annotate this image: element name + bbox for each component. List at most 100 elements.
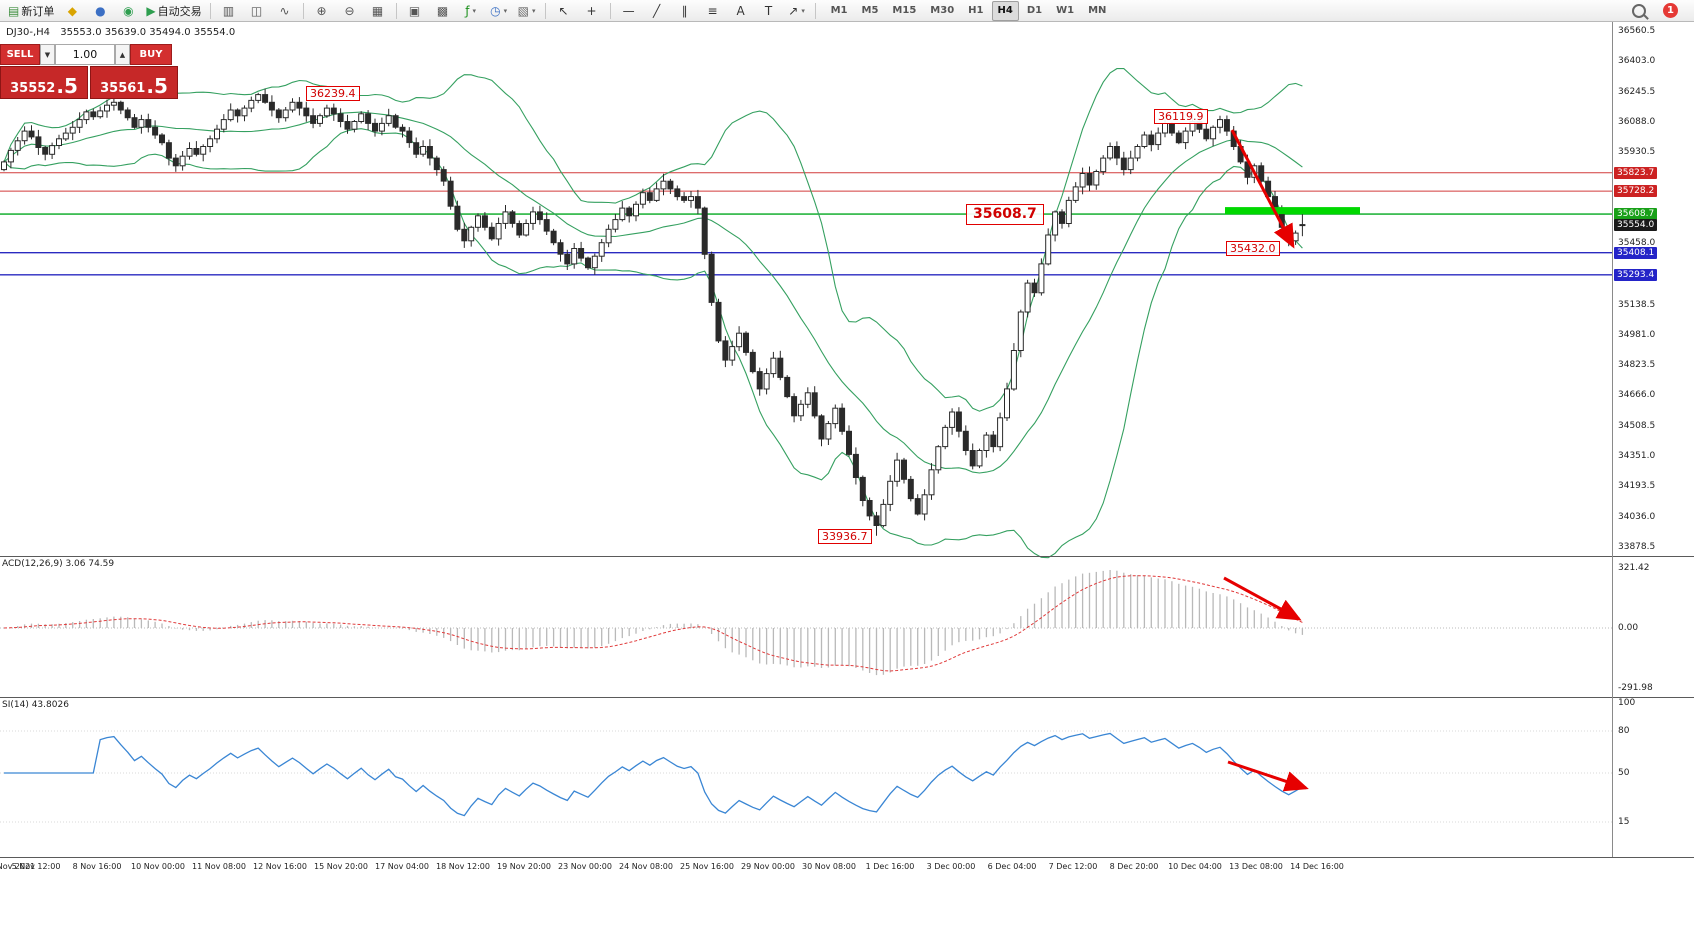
macd-signal-line (3, 575, 1303, 672)
toolbar-separator (302, 2, 304, 19)
bollinger-bands (3, 68, 1303, 559)
trade-controls-row: SELL ▼ 1.00 ▲ BUY (0, 44, 178, 65)
volume-decrease-button[interactable]: ▼ (40, 44, 55, 65)
volume-increase-button[interactable]: ▲ (115, 44, 130, 65)
time-label: 30 Nov 08:00 (802, 862, 856, 871)
timeframe-button-m15[interactable]: M15 (892, 5, 917, 16)
buy-button[interactable]: BUY (130, 44, 172, 65)
horizontal-level-lines[interactable] (0, 172, 1612, 276)
bar-chart-button[interactable]: ▥ (216, 1, 242, 21)
auto-arrange-icon: ▣ (408, 3, 421, 18)
profile-button[interactable]: ● (87, 1, 113, 21)
buy-price-display[interactable]: 35561 .5 (90, 66, 178, 99)
macd-indicator-label: ACD(12,26,9) 3.06 74.59 (2, 559, 115, 569)
price-axis[interactable]: 36560.5 36403.0 36245.5 36088.0 35930.5 35458… (1612, 0, 1694, 943)
buy-price-frac: .5 (146, 74, 168, 98)
candlestick-chart-button[interactable]: ◫ (244, 1, 270, 21)
price-annotation[interactable]: 33936.7 (818, 529, 872, 544)
price-annotation[interactable]: 35608.7 (966, 204, 1044, 225)
cursor-icon: ↖ (558, 3, 569, 18)
community-icon: ◉ (123, 3, 134, 18)
periods-button[interactable]: ◷ ▾ (486, 1, 512, 21)
price-tag: 35554.0 (1614, 218, 1658, 231)
cascade-windows-icon: ▩ (436, 3, 449, 18)
bar-chart-icon: ▥ (222, 3, 235, 18)
timeframe-button-d1[interactable]: D1 (1026, 5, 1043, 16)
community-button[interactable]: ◉ (115, 1, 141, 21)
arrows-tool-button[interactable]: ↗ ▾ (784, 1, 810, 21)
time-axis[interactable]: Nov 2021 5 Nov 12:00 8 Nov 16:00 10 Nov 00:… (0, 858, 1694, 876)
channel-icon: ∥ (681, 3, 688, 18)
trade-prices-row: 35552 .5 35561 .5 (0, 66, 178, 99)
price-axis-tick: 36088.0 (1618, 116, 1656, 127)
zoom-in-button[interactable]: ⊕ (309, 1, 335, 21)
chevron-down-icon: ▾ (472, 6, 476, 15)
toolbar-separator (814, 2, 816, 19)
chevron-down-icon: ▼ (44, 50, 51, 59)
price-axis-tick: 36245.5 (1618, 86, 1656, 97)
label-button[interactable]: T (756, 1, 782, 21)
price-axis-tick: 34508.5 (1618, 420, 1656, 431)
time-label: 1 Dec 16:00 (865, 862, 915, 871)
indicators-button[interactable]: ƒ ▾ (458, 1, 484, 21)
channel-button[interactable]: ∥ (672, 1, 698, 21)
timeframe-button-mn[interactable]: MN (1088, 5, 1107, 16)
rsi-axis-tick: 50 (1618, 768, 1630, 778)
time-label: 5 Nov 12:00 (11, 862, 61, 871)
zoom-out-button[interactable]: ⊖ (337, 1, 363, 21)
toolbar-separator (209, 2, 211, 19)
price-axis-tick: 34193.5 (1618, 481, 1656, 492)
timeframe-button-h1[interactable]: H1 (968, 5, 984, 16)
horizontal-line-button[interactable]: — (616, 1, 642, 21)
cascade-windows-button[interactable]: ▩ (430, 1, 456, 21)
price-axis-tick: 35458.0 (1618, 238, 1656, 249)
time-label: 23 Nov 00:00 (558, 862, 612, 871)
timeframe-button-w1[interactable]: W1 (1056, 5, 1075, 16)
time-label: Nov 2021 (0, 862, 36, 871)
sell-button[interactable]: SELL (0, 44, 40, 65)
candlestick-chart-icon: ◫ (250, 3, 263, 18)
zoom-in-icon: ⊕ (316, 3, 327, 18)
macd-axis-tick: 0.00 (1618, 623, 1639, 633)
trend-arrows[interactable] (1223, 129, 1309, 792)
templates-icon: ▧ (517, 3, 529, 18)
autotrading-button[interactable]: ▶ 自动交易 (143, 1, 204, 21)
price-annotation[interactable]: 36119.9 (1154, 109, 1208, 124)
trendline-button[interactable]: ╱ (644, 1, 670, 21)
indicators-icon: ƒ (465, 3, 470, 18)
fibonacci-button[interactable]: ≡ (700, 1, 726, 21)
timeframe-button-m30[interactable]: M30 (930, 5, 955, 16)
tile-windows-button[interactable]: ▦ (365, 1, 391, 21)
line-chart-button[interactable]: ∿ (272, 1, 298, 21)
price-tag: 35728.2 (1614, 185, 1658, 198)
text-button[interactable]: A (728, 1, 754, 21)
new-order-button[interactable]: ▤ 新订单 (5, 1, 57, 21)
time-label: 7 Dec 12:00 (1048, 862, 1098, 871)
favorites-button[interactable]: ◆ (59, 1, 85, 21)
price-tag: 35823.7 (1614, 166, 1658, 179)
auto-arrange-button[interactable]: ▣ (402, 1, 428, 21)
templates-button[interactable]: ▧ ▾ (514, 1, 540, 21)
sell-price-display[interactable]: 35552 .5 (0, 66, 88, 99)
price-trend-arrow (1230, 129, 1295, 249)
notification-badge[interactable]: 1 (1663, 3, 1678, 18)
price-axis-tick: 34823.5 (1618, 360, 1656, 371)
sell-price-frac: .5 (56, 74, 78, 98)
timeframe-button-h4[interactable]: H4 (991, 0, 1019, 21)
price-annotation[interactable]: 36239.4 (306, 86, 360, 101)
line-chart-icon: ∿ (279, 3, 290, 18)
crosshair-button[interactable]: + (579, 1, 605, 21)
timeframe-button-m1[interactable]: M1 (830, 5, 848, 16)
green-highlight-bar[interactable] (1225, 207, 1360, 215)
volume-input[interactable]: 1.00 (55, 44, 115, 65)
price-axis-tick: 34666.0 (1618, 390, 1656, 401)
arrows-tool-icon: ↗ (788, 3, 799, 18)
chevron-down-icon: ▾ (801, 6, 805, 15)
price-annotation[interactable]: 35432.0 (1226, 241, 1280, 256)
price-tag: 35293.4 (1614, 268, 1658, 281)
cursor-button[interactable]: ↖ (551, 1, 577, 21)
search-button[interactable] (1626, 1, 1652, 21)
timeframe-button-m5[interactable]: M5 (861, 5, 879, 16)
rsi-axis-tick: 100 (1618, 698, 1636, 708)
